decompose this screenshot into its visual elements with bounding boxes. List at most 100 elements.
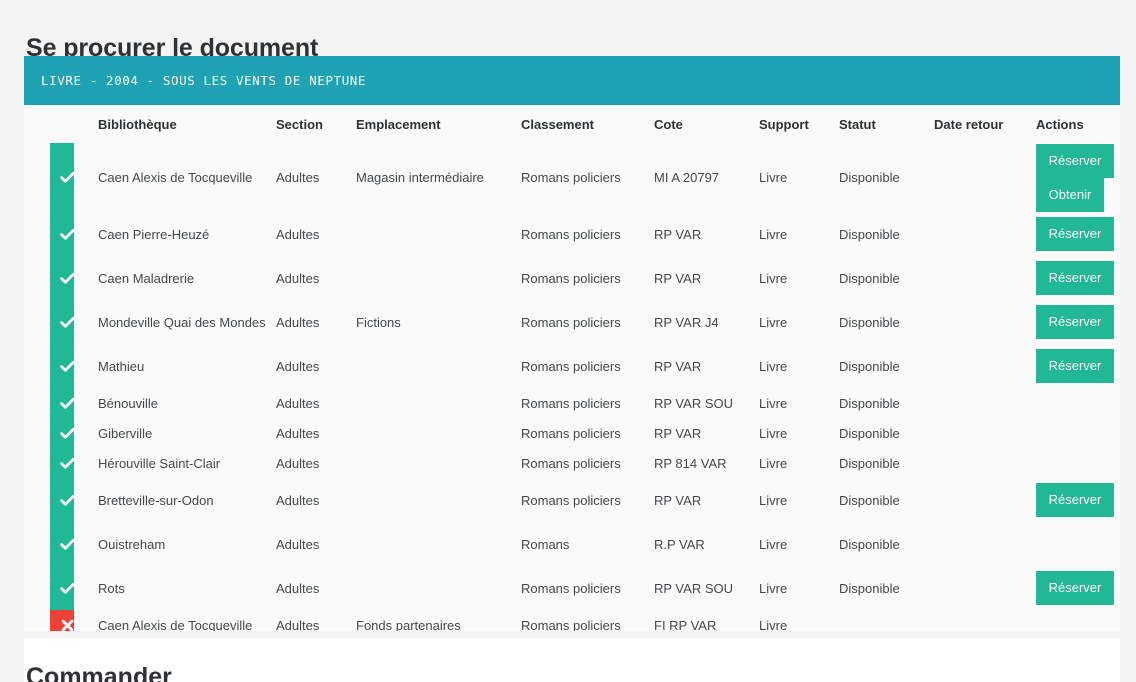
reserver-button[interactable]: Réserver <box>1036 349 1114 383</box>
cell-support: Livre <box>759 522 839 566</box>
column-header-classement: Classement <box>521 105 654 143</box>
cell-emplacement <box>356 566 521 610</box>
availability-status-cell <box>24 522 84 566</box>
cell-support: Livre <box>759 448 839 478</box>
cell-date-retour <box>934 566 1036 610</box>
cell-classement: Romans policiers <box>521 418 654 448</box>
column-header-support: Support <box>759 105 839 143</box>
cell-support: Livre <box>759 300 839 344</box>
cell-emplacement <box>356 344 521 388</box>
column-header-statut: Statut <box>839 105 934 143</box>
cell-classement: Romans policiers <box>521 478 654 522</box>
cell-section: Adultes <box>276 212 356 256</box>
cell-date-retour <box>934 300 1036 344</box>
availability-status-cell <box>24 566 84 610</box>
obtenir-button[interactable]: Obtenir <box>1036 177 1104 212</box>
cell-date-retour <box>934 143 1036 212</box>
table-row: Hérouville Saint-Clair Adultes Romans poli… <box>24 448 1120 478</box>
availability-status-cell <box>24 256 84 300</box>
cell-bibliotheque: Ouistreham <box>74 522 276 566</box>
table-header: Bibliothèque Section Emplacement Classem… <box>24 105 1120 143</box>
cell-date-retour <box>934 212 1036 256</box>
cell-section: Adultes <box>276 418 356 448</box>
cell-support: Livre <box>759 143 839 212</box>
cell-classement: Romans policiers <box>521 143 654 212</box>
cell-emplacement: Magasin intermédiaire <box>356 143 521 212</box>
cell-section: Adultes <box>276 448 356 478</box>
table-row: Giberville Adultes Romans policiers RP VAR L… <box>24 418 1120 448</box>
cell-actions: Réserver <box>1036 256 1120 300</box>
column-header-actions: Actions <box>1036 105 1120 143</box>
reserver-button[interactable]: Réserver <box>1036 261 1114 295</box>
cell-date-retour <box>934 418 1036 448</box>
table-row: Bénouville Adultes Romans policiers RP VAR … <box>24 388 1120 418</box>
actions-group: Réserver <box>1036 305 1120 339</box>
cell-classement: Romans <box>521 522 654 566</box>
cell-support: Livre <box>759 344 839 388</box>
reserver-button[interactable]: Réserver <box>1036 143 1114 178</box>
cell-statut: Disponible <box>839 344 934 388</box>
column-header-emplacement: Emplacement <box>356 105 521 143</box>
cell-support: Livre <box>759 418 839 448</box>
cell-classement: Romans policiers <box>521 388 654 418</box>
section-gap <box>24 631 1120 638</box>
cell-support: Livre <box>759 478 839 522</box>
cell-cote: RP VAR <box>654 212 759 256</box>
reserver-button[interactable]: Réserver <box>1036 305 1114 339</box>
cell-statut: Disponible <box>839 143 934 212</box>
cell-date-retour <box>934 448 1036 478</box>
cell-emplacement <box>356 448 521 478</box>
cell-bibliotheque: Bretteville-sur-Odon <box>74 478 276 522</box>
cell-date-retour <box>934 256 1036 300</box>
cell-actions: Réserver Obtenir <box>1036 143 1120 212</box>
bottom-section-card <box>24 638 1120 682</box>
table-row: Caen Maladrerie Adultes Romans policiers RP… <box>24 256 1120 300</box>
table-row: Ouistreham Adultes Romans R.P VAR Livre Dispo… <box>24 522 1120 566</box>
cell-cote: RP 814 VAR <box>654 448 759 478</box>
column-header-date-retour: Date retour <box>934 105 1036 143</box>
actions-group: Réserver <box>1036 261 1120 295</box>
cell-actions <box>1036 522 1120 566</box>
cell-cote: RP VAR SOU <box>654 388 759 418</box>
cell-date-retour <box>934 388 1036 418</box>
cell-emplacement <box>356 256 521 300</box>
cell-cote: RP VAR <box>654 344 759 388</box>
availability-status-cell <box>24 448 84 478</box>
cell-support: Livre <box>759 388 839 418</box>
table-row: Mondeville Quai des Mondes Adultes Fiction… <box>24 300 1120 344</box>
table-row: Caen Pierre-Heuzé Adultes Romans policiers… <box>24 212 1120 256</box>
cell-bibliotheque: Giberville <box>74 418 276 448</box>
reserver-button[interactable]: Réserver <box>1036 483 1114 517</box>
cell-cote: R.P VAR <box>654 522 759 566</box>
table-header-row: Bibliothèque Section Emplacement Classem… <box>24 105 1120 143</box>
cell-emplacement: Fictions <box>356 300 521 344</box>
cell-cote: RP VAR J4 <box>654 300 759 344</box>
cell-statut: Disponible <box>839 522 934 566</box>
cell-classement: Romans policiers <box>521 566 654 610</box>
bottom-section-title: Commander <box>26 663 172 682</box>
actions-group: Réserver <box>1036 483 1120 517</box>
cell-classement: Romans policiers <box>521 448 654 478</box>
cell-section: Adultes <box>276 478 356 522</box>
reserver-button[interactable]: Réserver <box>1036 217 1114 251</box>
cell-statut: Disponible <box>839 256 934 300</box>
cell-bibliotheque: Rots <box>74 566 276 610</box>
table-row: Rots Adultes Romans policiers RP VAR SOU Liv… <box>24 566 1120 610</box>
availability-status-cell <box>24 388 84 418</box>
cell-section: Adultes <box>276 522 356 566</box>
availability-table: Bibliothèque Section Emplacement Classem… <box>24 105 1120 640</box>
cell-date-retour <box>934 522 1036 566</box>
cell-actions: Réserver <box>1036 344 1120 388</box>
cell-date-retour <box>934 344 1036 388</box>
cell-cote: RP VAR <box>654 478 759 522</box>
actions-group: Réserver <box>1036 571 1120 605</box>
cell-statut: Disponible <box>839 212 934 256</box>
cell-support: Livre <box>759 256 839 300</box>
cell-bibliotheque: Caen Pierre-Heuzé <box>74 212 276 256</box>
cell-actions: Réserver <box>1036 212 1120 256</box>
availability-card: LIVRE - 2004 - SOUS LES VENTS DE NEPTUNE… <box>24 56 1120 640</box>
cell-cote: RP VAR <box>654 418 759 448</box>
reserver-button[interactable]: Réserver <box>1036 571 1114 605</box>
column-header-section: Section <box>276 105 356 143</box>
